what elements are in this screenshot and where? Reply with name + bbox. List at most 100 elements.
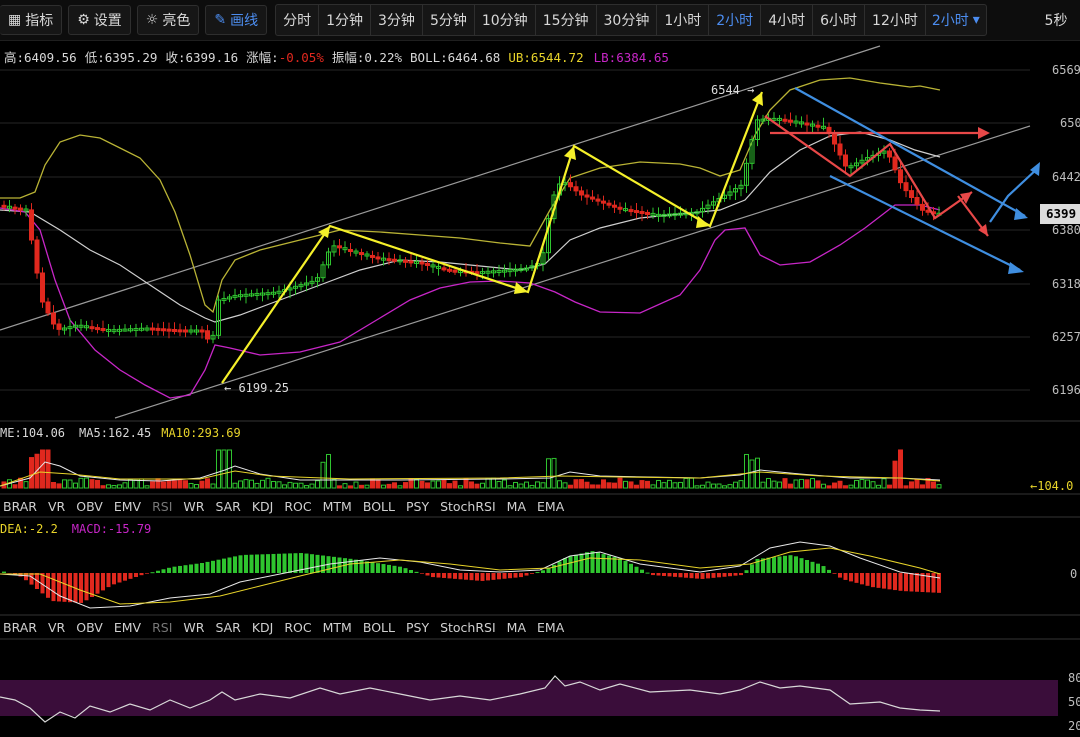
tab-10min[interactable]: 10分钟 bbox=[475, 5, 536, 35]
ind-tab-emv[interactable]: EMV bbox=[113, 499, 142, 514]
ind-tab-brar[interactable]: BRAR bbox=[3, 499, 37, 514]
ind-tab-obv-2[interactable]: OBV bbox=[76, 620, 103, 635]
tab-15min[interactable]: 15分钟 bbox=[536, 5, 597, 35]
candle-body bbox=[40, 272, 45, 303]
ind-tab-rsi-2[interactable]: RSI bbox=[152, 620, 173, 635]
draw-line-button[interactable]: ✎ 画线 bbox=[205, 5, 268, 35]
volume-bar bbox=[320, 461, 326, 489]
volume-bar bbox=[936, 484, 942, 489]
volume-bar bbox=[133, 479, 139, 489]
candle-body bbox=[111, 329, 117, 333]
volume-bar bbox=[892, 460, 898, 489]
macd-bar bbox=[678, 573, 683, 578]
tab-1h[interactable]: 1小时 bbox=[657, 5, 710, 35]
tab-6h[interactable]: 6小时 bbox=[813, 5, 866, 35]
candle-body bbox=[227, 296, 232, 300]
ind-tab-vr-2[interactable]: VR bbox=[48, 620, 66, 635]
refresh-interval[interactable]: 5秒 bbox=[1032, 0, 1080, 40]
candle-body bbox=[23, 208, 29, 212]
macd-bar bbox=[849, 573, 853, 582]
ind-tab-kdj[interactable]: KDJ bbox=[251, 499, 274, 514]
macd-bar bbox=[722, 573, 727, 577]
tab-12h[interactable]: 12小时 bbox=[865, 5, 926, 35]
ind-tab-ema[interactable]: EMA bbox=[537, 499, 565, 514]
indicator-icon: ▦ bbox=[8, 12, 22, 28]
macd-bar bbox=[689, 573, 694, 579]
macd-bar bbox=[128, 573, 133, 579]
macd-bar bbox=[277, 553, 281, 573]
candle-body bbox=[892, 156, 898, 171]
macd-bar bbox=[480, 573, 485, 581]
macd-bar bbox=[557, 561, 562, 573]
candle-body bbox=[348, 249, 353, 252]
tab-4h[interactable]: 4小时 bbox=[761, 5, 814, 35]
ind-tab-stochrsi-2[interactable]: StochRSI bbox=[440, 620, 496, 635]
interval-dropdown[interactable]: 2小时 ▾ bbox=[926, 5, 986, 35]
volume-bar bbox=[298, 482, 304, 489]
indicator-button[interactable]: ▦ 指标 bbox=[0, 5, 63, 35]
ind-tab-wr-2[interactable]: WR bbox=[183, 620, 205, 635]
ind-tab-wr[interactable]: WR bbox=[183, 499, 205, 514]
macd-bar bbox=[145, 573, 149, 574]
tab-1min[interactable]: 1分钟 bbox=[319, 5, 372, 35]
candle-body bbox=[144, 327, 150, 331]
candle-body bbox=[645, 211, 650, 215]
ind-tab-roc-2[interactable]: ROC bbox=[284, 620, 312, 635]
macd-bar bbox=[18, 573, 23, 577]
volume-bar bbox=[117, 484, 122, 489]
ind-tab-sar-2[interactable]: SAR bbox=[215, 620, 241, 635]
macd-bar bbox=[794, 556, 798, 573]
ind-tab-ema-2[interactable]: EMA bbox=[537, 620, 565, 635]
ind-tab-vr[interactable]: VR bbox=[48, 499, 66, 514]
tab-30min[interactable]: 30分钟 bbox=[597, 5, 658, 35]
ind-tab-sar[interactable]: SAR bbox=[215, 499, 241, 514]
volume-bar bbox=[40, 449, 45, 489]
ind-tab-mtm-2[interactable]: MTM bbox=[322, 620, 352, 635]
tab-timeshare[interactable]: 分时 bbox=[276, 5, 320, 35]
volume-bar bbox=[419, 480, 425, 489]
candle-body bbox=[496, 270, 502, 273]
volume-bar bbox=[100, 485, 106, 489]
candle-body bbox=[903, 182, 909, 192]
volume-bar bbox=[854, 479, 859, 489]
ind-tab-emv-2[interactable]: EMV bbox=[113, 620, 142, 635]
macd-bar bbox=[414, 571, 419, 573]
volume-bar bbox=[199, 480, 205, 489]
ind-tab-psy[interactable]: PSY bbox=[405, 499, 430, 514]
ind-tab-kdj-2[interactable]: KDJ bbox=[251, 620, 274, 635]
ind-tab-psy-2[interactable]: PSY bbox=[405, 620, 430, 635]
macd-bar bbox=[612, 557, 617, 573]
ind-tab-stochrsi[interactable]: StochRSI bbox=[440, 499, 496, 514]
volume-bar bbox=[188, 482, 194, 489]
settings-button[interactable]: ⚙ 设置 bbox=[68, 5, 131, 35]
ind-tab-boll[interactable]: BOLL bbox=[362, 499, 395, 514]
volume-bar bbox=[150, 481, 155, 489]
price-tick: 6442 bbox=[1052, 170, 1080, 184]
ind-tab-obv[interactable]: OBV bbox=[76, 499, 103, 514]
ind-tab-ma-2[interactable]: MA bbox=[506, 620, 527, 635]
chart-canvas[interactable]: 高:6409.56 低:6395.29 收:6399.16 涨幅:-0.05% 振幅:0… bbox=[0, 40, 1080, 737]
volume-bar bbox=[161, 481, 166, 489]
volume-bar bbox=[436, 480, 441, 489]
ind-tab-ma[interactable]: MA bbox=[506, 499, 527, 514]
candle-body bbox=[480, 271, 485, 275]
volume-bar bbox=[881, 478, 887, 489]
tab-5min[interactable]: 5分钟 bbox=[423, 5, 475, 35]
tab-3min[interactable]: 3分钟 bbox=[371, 5, 423, 35]
ind-tab-rsi[interactable]: RSI bbox=[152, 499, 173, 514]
volume-bar bbox=[210, 483, 216, 489]
volume-bar bbox=[56, 483, 62, 489]
candle-body bbox=[89, 326, 95, 330]
ind-tab-boll-2[interactable]: BOLL bbox=[362, 620, 395, 635]
macd-bar bbox=[546, 568, 551, 573]
volume-bar bbox=[254, 482, 260, 489]
macd-bar bbox=[651, 573, 655, 576]
indicator-tabs-upper: BRAR VR OBV EMV RSI WR SAR KDJ ROC MTM B… bbox=[0, 499, 572, 514]
candle-body bbox=[381, 257, 386, 261]
brightness-button[interactable]: ☼ 亮色 bbox=[136, 5, 200, 35]
ind-tab-mtm[interactable]: MTM bbox=[322, 499, 352, 514]
ind-tab-brar-2[interactable]: BRAR bbox=[3, 620, 37, 635]
price-tick: 6257 bbox=[1052, 330, 1080, 344]
tab-2h[interactable]: 2小时 bbox=[709, 5, 762, 35]
ind-tab-roc[interactable]: ROC bbox=[284, 499, 312, 514]
